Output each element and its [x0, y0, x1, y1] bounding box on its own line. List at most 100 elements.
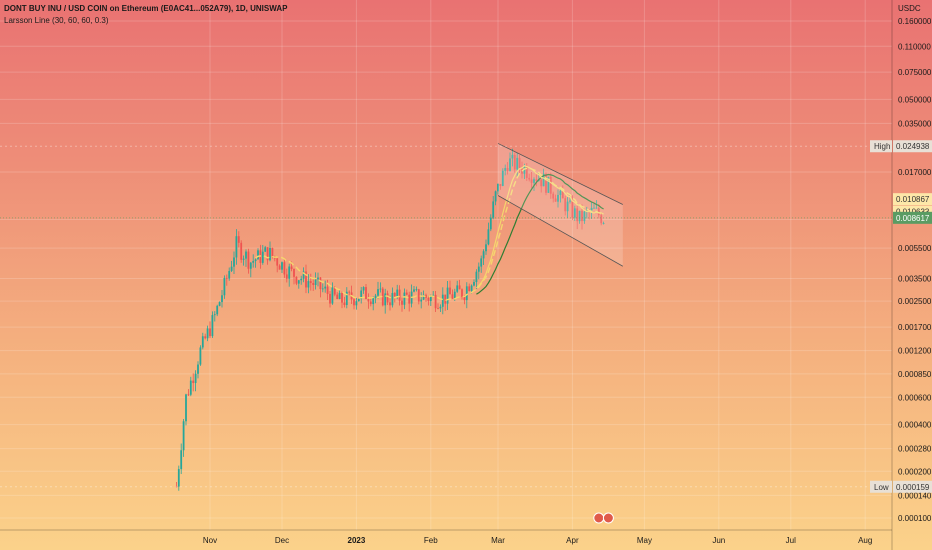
candle-body — [257, 250, 259, 260]
candle-body — [458, 285, 461, 290]
candle-body — [489, 217, 492, 230]
candle-body — [180, 450, 183, 470]
candle-body — [576, 208, 579, 222]
y-tick-label: 0.075000 — [898, 68, 932, 77]
candle-body — [593, 207, 595, 209]
candle-body — [329, 293, 331, 304]
larsson-line-mid — [475, 165, 604, 289]
candle-body — [581, 210, 583, 222]
candle-body — [429, 296, 432, 302]
candle-body — [561, 190, 564, 199]
x-tick-label: Nov — [203, 536, 217, 545]
candle-body — [177, 469, 180, 487]
candle-body — [499, 183, 502, 186]
candle-body — [434, 294, 437, 309]
candle-body — [374, 295, 377, 299]
y-tick-label: 0.000200 — [898, 467, 932, 476]
candle-body — [209, 328, 211, 337]
candle-body — [333, 287, 336, 295]
candle-body — [189, 380, 192, 395]
candle-body — [288, 266, 291, 279]
x-tick-label: Jul — [786, 536, 796, 545]
candle-body — [187, 394, 190, 396]
candle-body — [326, 286, 329, 294]
y-tick-label: 0.001700 — [898, 323, 932, 332]
candle-body — [401, 300, 403, 305]
candle-body — [415, 289, 418, 291]
high-marker-label-bg — [870, 140, 892, 153]
x-tick-label: Dec — [275, 536, 289, 545]
x-tick-label: Apr — [566, 536, 579, 545]
candle-body — [545, 173, 547, 193]
candle-body — [338, 293, 341, 299]
candle-body — [381, 288, 384, 306]
high-marker-label: High — [874, 142, 890, 151]
candle-body — [302, 271, 305, 279]
candle-body — [247, 251, 250, 269]
candle-body — [293, 268, 295, 277]
candle-body — [218, 302, 221, 306]
candle-body — [571, 200, 574, 218]
y-tick-label: 0.000140 — [898, 491, 932, 500]
candle-body — [408, 294, 411, 304]
low-marker-value: 0.000159 — [896, 483, 930, 492]
candle-body — [463, 296, 466, 301]
candle-body — [276, 258, 279, 266]
y-tick-label: 0.035000 — [898, 119, 932, 128]
channel-lower — [497, 195, 623, 267]
candle-body — [477, 266, 480, 272]
channel-fill — [498, 143, 623, 267]
candle-body — [393, 293, 396, 297]
candle-body — [281, 262, 283, 270]
larsson-line-fast — [255, 167, 604, 302]
candle-body — [437, 308, 439, 310]
y-tick-label: 0.160000 — [898, 17, 932, 26]
candle-body — [557, 194, 559, 202]
y-tick-label: 0.002500 — [898, 297, 932, 306]
x-tick-label: Aug — [858, 536, 872, 545]
x-tick-label: Mar — [491, 536, 505, 545]
candle-body — [269, 247, 271, 261]
candle-body — [365, 287, 367, 299]
candle-body — [413, 289, 415, 292]
candle-body — [549, 176, 552, 194]
candle-body — [597, 207, 600, 216]
candle-body — [398, 289, 401, 301]
candle-body — [369, 301, 372, 305]
candle-body — [441, 294, 444, 307]
candle-body — [192, 380, 195, 384]
candle-body — [535, 179, 538, 181]
y-tick-label: 0.000600 — [898, 393, 932, 402]
candle-body — [348, 291, 351, 293]
indicator-legend[interactable]: Larsson Line (30, 60, 60, 0.3) — [4, 16, 109, 25]
candle-body — [405, 292, 408, 295]
candle-body — [355, 301, 358, 306]
candle-body — [317, 277, 319, 280]
price-tag-1-value: 0.010867 — [896, 195, 930, 204]
y-tick-label: 0.000850 — [898, 370, 932, 379]
y-tick-label: 0.001200 — [898, 347, 932, 356]
candle-body — [353, 299, 355, 306]
candle-body — [377, 289, 379, 296]
candle-body — [497, 183, 499, 192]
price-tag-1-bg — [893, 193, 932, 206]
candle-body — [295, 276, 298, 284]
y-tick-label: 0.110000 — [898, 42, 931, 51]
candle-body — [494, 191, 497, 202]
low-marker-label-bg — [870, 480, 892, 493]
candle-body — [211, 315, 214, 337]
candle-body — [230, 266, 233, 271]
x-tick-label: Feb — [424, 536, 438, 545]
x-tick-label: 2023 — [348, 536, 366, 545]
candle-body — [444, 294, 447, 304]
candle-body — [237, 236, 240, 243]
candle-body — [235, 236, 238, 258]
event-icon[interactable] — [602, 512, 614, 524]
event-icon[interactable] — [593, 512, 605, 524]
candle-body — [554, 198, 557, 202]
candle-body — [482, 251, 485, 259]
candle-body — [506, 168, 509, 171]
candle-body — [331, 287, 334, 304]
